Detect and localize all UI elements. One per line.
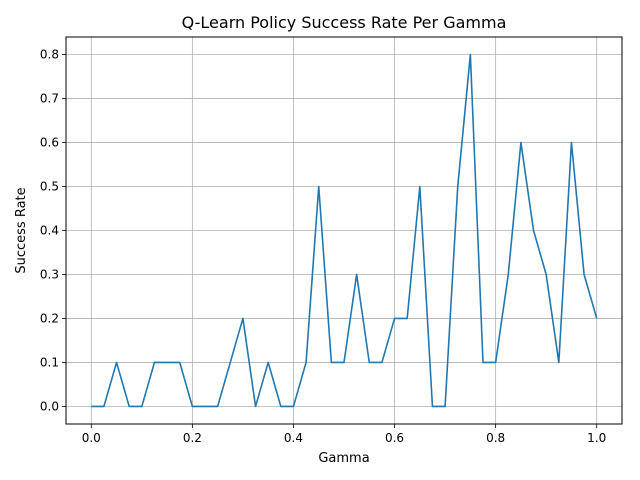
y-tick-label: 0.2 xyxy=(40,311,59,325)
y-axis-label: Success Rate xyxy=(14,187,29,273)
y-tick-label: 0.4 xyxy=(40,224,59,238)
y-tick-label: 0.6 xyxy=(40,136,59,150)
x-tick-label: 0.8 xyxy=(486,431,505,445)
y-tick-label: 0.7 xyxy=(40,92,59,106)
y-tick-label: 0.8 xyxy=(40,48,59,62)
x-axis-label: Gamma xyxy=(318,451,369,466)
y-tick-label: 0.0 xyxy=(40,399,59,413)
x-tick-label: 1.0 xyxy=(587,431,606,445)
y-tick-label: 0.3 xyxy=(40,267,59,281)
x-tick-label: 0.4 xyxy=(284,431,303,445)
y-tick-label: 0.5 xyxy=(40,180,59,194)
x-tick-label: 0.0 xyxy=(82,431,101,445)
x-tick-label: 0.6 xyxy=(385,431,404,445)
x-tick-label: 0.2 xyxy=(183,431,202,445)
y-tick-label: 0.1 xyxy=(40,355,59,369)
chart-title: Q-Learn Policy Success Rate Per Gamma xyxy=(182,13,507,32)
